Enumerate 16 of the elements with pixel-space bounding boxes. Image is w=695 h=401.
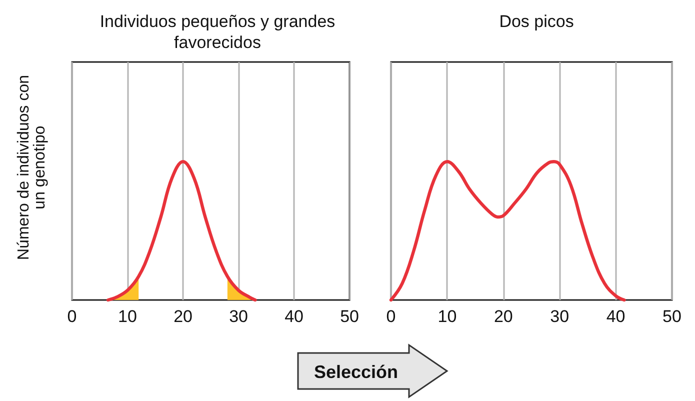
chart-title: Individuos pequeños y grandes favorecidos: [100, 12, 336, 52]
x-tick-label: 40: [284, 307, 304, 326]
y-axis-title: Número de individuos con un genotipo: [16, 75, 48, 260]
x-tick-label: 0: [67, 307, 77, 326]
x-tick-label: 40: [606, 307, 626, 326]
x-tick-label: 50: [340, 307, 360, 326]
x-tick-label: 10: [118, 307, 137, 326]
chart-title: Dos picos: [499, 12, 574, 31]
x-tick-label: 30: [229, 307, 248, 326]
x-tick-label: 0: [386, 307, 396, 326]
x-tick-label: 50: [662, 307, 682, 326]
x-tick-label: 20: [494, 307, 513, 326]
text: Selección: [314, 362, 398, 382]
x-tick-label: 30: [550, 307, 570, 326]
x-tick-label: 20: [174, 307, 192, 326]
x-tick-label: 10: [438, 307, 457, 326]
